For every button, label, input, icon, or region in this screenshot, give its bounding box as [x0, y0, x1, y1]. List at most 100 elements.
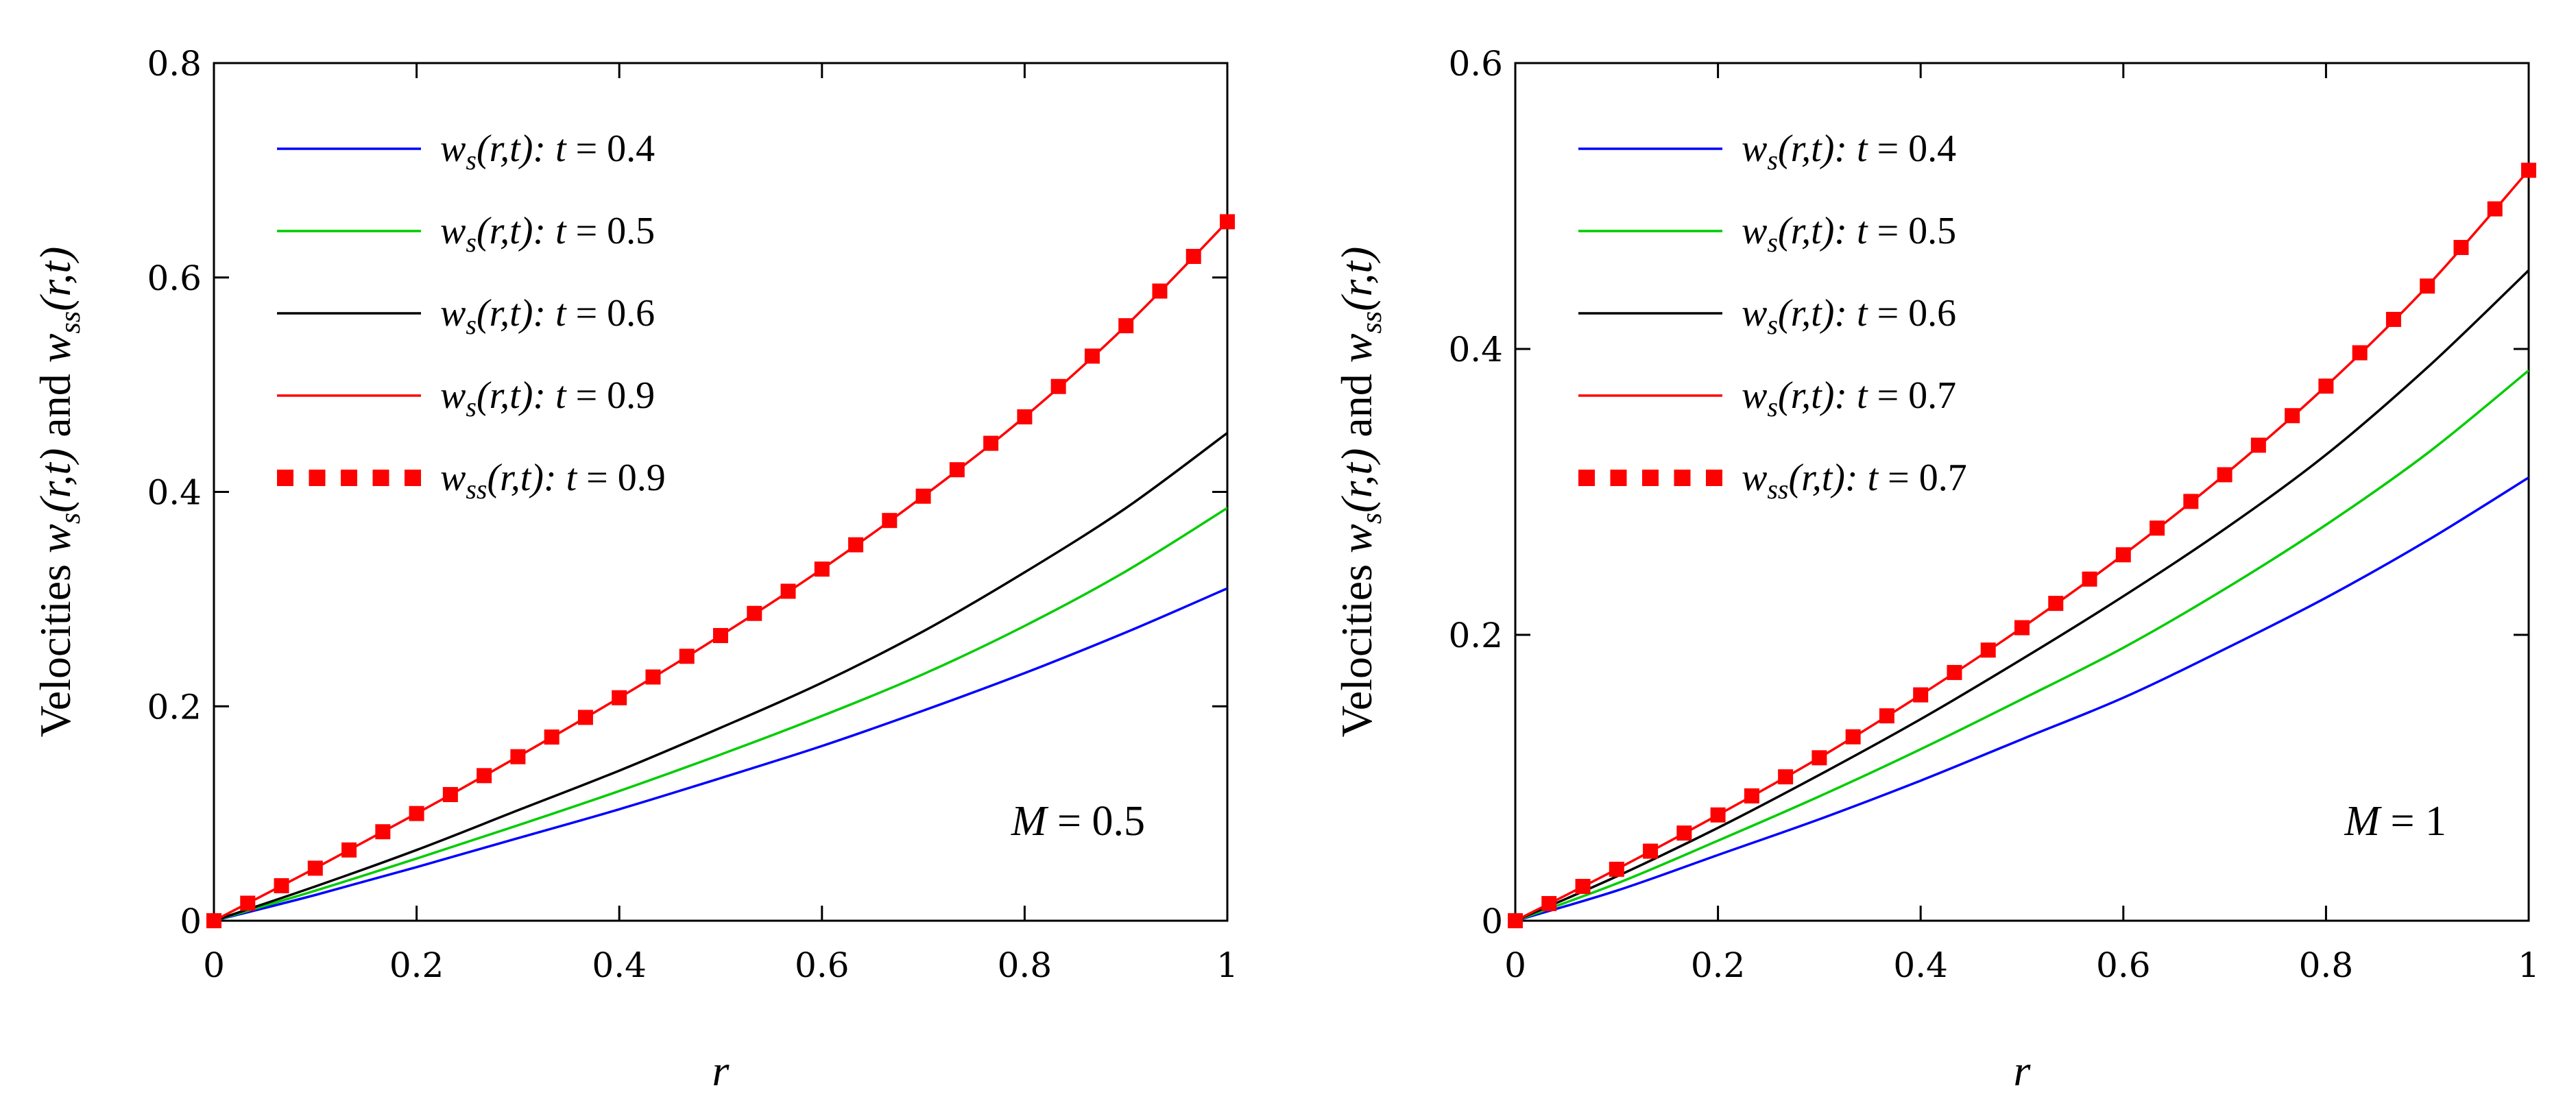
y-tick-label: 0.6 [1448, 44, 1503, 84]
series-marker [2150, 520, 2165, 536]
legend-swatch-marker [1706, 470, 1722, 486]
series-marker [915, 488, 931, 504]
x-tick-label: 0.6 [795, 945, 850, 985]
legend-t: t [1857, 128, 1868, 170]
legend-args: (r,t): [1789, 457, 1868, 499]
x-tick-label: 0.2 [389, 945, 444, 985]
series-marker [1084, 348, 1100, 364]
series-marker [442, 786, 458, 802]
series-line-4 [1515, 169, 2529, 921]
series-marker [949, 462, 965, 478]
legend-sub: ss [466, 474, 487, 505]
x-axis-title: r [712, 1046, 730, 1095]
series-marker [2014, 620, 2030, 636]
x-tick-label: 0.2 [1691, 945, 1746, 985]
series-marker [1152, 283, 1168, 299]
series-marker [307, 860, 323, 876]
legend-w: w [1742, 210, 1767, 252]
x-tick-label: 1 [2518, 945, 2540, 985]
annotation-eq: = 1 [2380, 798, 2446, 845]
y-title-args: (r,t) [1332, 448, 1381, 513]
series-marker [2420, 278, 2435, 294]
y-title-prefix: Velocities [31, 553, 80, 737]
series-marker [2217, 467, 2232, 483]
legend-w: w [440, 374, 466, 417]
series-marker [2453, 239, 2469, 255]
legend-label-3: ws(r,t): t = 0.6 [1742, 292, 1956, 340]
series-marker [2285, 408, 2300, 424]
series-marker [274, 878, 289, 893]
legend-swatch-marker [405, 470, 421, 486]
y-title-args: (r,t) [31, 448, 80, 513]
legend-args: (r,t): [477, 210, 555, 252]
y-axis-title: Velocities ws(r,t) and wss(r,t) [31, 247, 86, 738]
legend-t: t [1857, 210, 1868, 252]
chart-panel-1: 0 0.2 0.4 0.6 0.8 1 0 0.2 0.4 0.6 0.8 r Velocities w… [31, 44, 1238, 1095]
series-marker [2183, 494, 2199, 509]
series-marker [2082, 571, 2097, 587]
series-line-3 [1515, 269, 2529, 921]
legend-eq: = 0.7 [1868, 374, 1957, 417]
x-tick-label: 0.6 [2096, 945, 2151, 985]
series-marker [2318, 378, 2334, 394]
y-tick-label: 0.4 [147, 473, 202, 513]
legend-swatch-marker [1642, 470, 1659, 486]
y-title-w2: w [31, 333, 80, 363]
legend-w: w [1742, 128, 1767, 170]
series-marker [1913, 687, 1929, 703]
series-marker [1778, 769, 1794, 785]
legend-label-3: ws(r,t): t = 0.6 [440, 292, 655, 340]
series-marker [1508, 913, 1523, 928]
y-title-sub-ss: ss [55, 311, 86, 334]
series-marker [1541, 895, 1557, 911]
series-marker [206, 913, 221, 928]
y-tick-label: 0 [1481, 902, 1503, 941]
series-marker [1118, 318, 1134, 334]
series-marker [2115, 547, 2131, 563]
legend-eq: = 0.4 [1868, 128, 1957, 170]
y-title-args2: (r,t) [1332, 247, 1381, 311]
legend-args: (r,t): [487, 457, 566, 499]
y-title-args2: (r,t) [31, 247, 80, 311]
legend-w: w [440, 457, 466, 499]
y-title-w: w [1332, 524, 1381, 553]
legend-args: (r,t): [1778, 292, 1857, 335]
legend-swatch-marker [277, 470, 293, 486]
legend-swatch-marker [1610, 470, 1627, 486]
y-tick-label: 0 [180, 902, 202, 941]
legend-eq: = 0.9 [577, 457, 666, 499]
series-marker [1643, 843, 1659, 859]
series-marker [2352, 345, 2368, 361]
legend-args: (r,t): [477, 374, 555, 417]
series-marker [1947, 664, 1962, 680]
series-marker [1609, 861, 1624, 877]
series-marker [780, 583, 796, 599]
legend-w: w [440, 128, 466, 170]
series-marker [375, 824, 391, 840]
legend-t: t [555, 210, 567, 252]
y-tick-label: 0.4 [1448, 330, 1503, 370]
legend-sub: s [1767, 145, 1778, 176]
legend-args: (r,t): [1778, 374, 1857, 417]
legend-eq: = 0.6 [566, 292, 655, 335]
x-tick-label: 1 [1216, 945, 1238, 985]
series-marker [2048, 596, 2064, 612]
legend-label-2: ws(r,t): t = 0.5 [1742, 210, 1956, 258]
y-title-sub-s: s [55, 513, 86, 524]
annotation-var: M [1011, 798, 1049, 845]
legend-label-5: wss(r,t): t = 0.9 [440, 457, 666, 505]
legend-eq: = 0.5 [1868, 210, 1957, 252]
y-title-and: and [31, 363, 80, 448]
legend-t: t [566, 457, 578, 499]
legend-sub: s [466, 145, 477, 176]
series-line-1 [214, 587, 1227, 921]
y-title-prefix: Velocities [1332, 553, 1381, 737]
series-marker [983, 435, 999, 451]
series-marker [477, 768, 492, 784]
legend-sub: s [1767, 391, 1778, 422]
series-marker [1710, 807, 1726, 823]
legend-eq: = 0.6 [1868, 292, 1957, 335]
series-marker [409, 806, 424, 821]
